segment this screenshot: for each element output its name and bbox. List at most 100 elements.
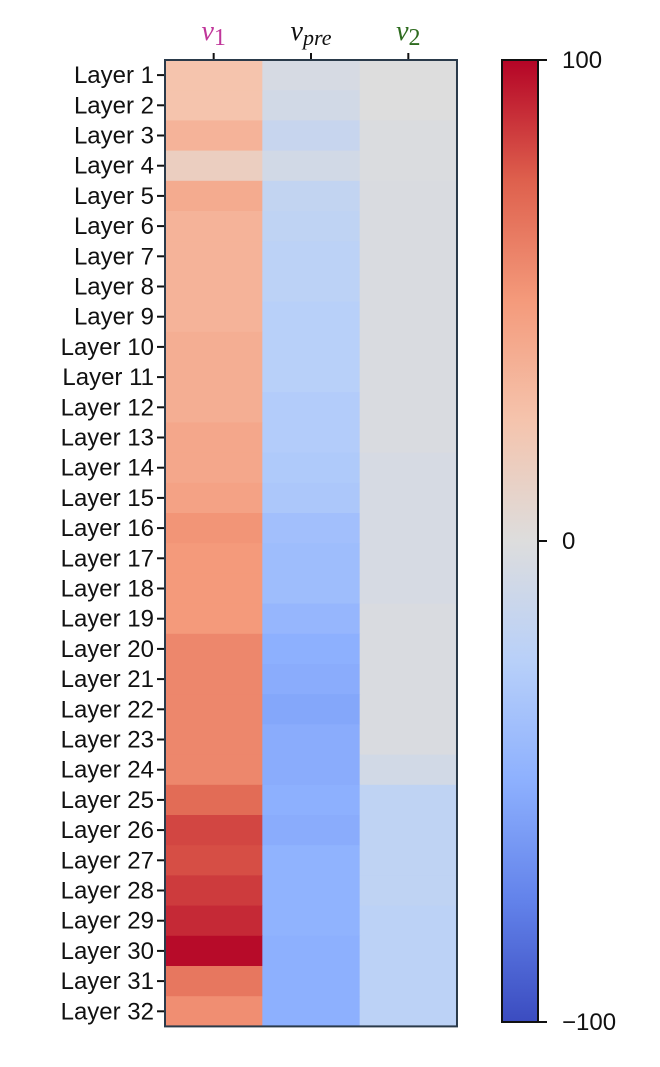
heatmap-cell [359, 573, 458, 605]
heatmap-cell [359, 271, 458, 303]
row-label: Layer 16 [61, 515, 154, 542]
heatmap-cell [165, 905, 263, 937]
row-label: Layer 27 [61, 847, 154, 874]
heatmap-cell [165, 211, 263, 242]
row-label: Layer 15 [61, 485, 154, 512]
heatmap-cells [165, 60, 458, 1027]
column-label: v1 [201, 16, 225, 51]
row-label: Layer 20 [61, 636, 154, 663]
colorbar-ticks: 100 0 −100 [538, 47, 616, 1036]
row-label: Layer 6 [74, 213, 154, 240]
heatmap-cell [262, 241, 361, 272]
row-label: Layer 28 [61, 878, 154, 905]
heatmap-cell [262, 482, 361, 514]
row-label: Layer 7 [74, 243, 154, 270]
heatmap-cell [262, 966, 361, 997]
heatmap-cell [359, 543, 458, 574]
heatmap-cell [262, 392, 361, 423]
colorbar-tick-label: 100 [562, 47, 602, 74]
column-label: vpre [291, 16, 332, 50]
row-label: Layer 2 [74, 92, 154, 119]
heatmap-cell [359, 664, 458, 695]
heatmap-cell [262, 754, 361, 786]
heatmap-cell [262, 875, 361, 907]
heatmap-cell [359, 633, 458, 665]
heatmap-cell [359, 905, 458, 937]
heatmap-cell [262, 211, 361, 242]
row-label: Layer 11 [62, 364, 154, 391]
heatmap-cell [165, 392, 263, 423]
heatmap-cell [359, 784, 458, 816]
row-label: Layer 32 [61, 998, 154, 1025]
heatmap-cell [262, 905, 361, 937]
heatmap-cell [359, 301, 458, 333]
heatmap-cell [359, 392, 458, 423]
heatmap-cell [359, 513, 458, 544]
row-label: Layer 18 [61, 576, 154, 603]
row-label: Layer 22 [61, 696, 154, 723]
row-label: Layer 17 [61, 545, 154, 572]
row-label: Layer 30 [61, 938, 154, 965]
heatmap-cell [165, 301, 263, 333]
heatmap-cell [262, 60, 361, 91]
heatmap-cell [359, 60, 458, 91]
heatmap-cell [262, 935, 361, 967]
heatmap-cell [359, 452, 458, 484]
row-label: Layer 5 [74, 183, 154, 210]
heatmap-cell [165, 875, 263, 907]
row-label: Layer 1 [74, 62, 154, 89]
heatmap-cell [165, 664, 263, 695]
heatmap-cell [165, 694, 263, 725]
heatmap-cell [359, 241, 458, 272]
heatmap-cell [165, 845, 263, 876]
heatmap-cell [165, 996, 263, 1027]
heatmap-cell [262, 996, 361, 1027]
row-label: Layer 10 [61, 334, 154, 361]
row-label: Layer 19 [61, 606, 154, 633]
heatmap-frame [164, 59, 458, 1028]
heatmap-cell [165, 150, 263, 182]
heatmap-cell [262, 784, 361, 816]
heatmap-cell [359, 966, 458, 997]
heatmap-cell [262, 513, 361, 544]
heatmap-cell [262, 694, 361, 725]
heatmap-cell [359, 724, 458, 756]
heatmap-cell [262, 422, 361, 454]
heatmap-cell [359, 694, 458, 725]
row-label: Layer 21 [61, 666, 154, 693]
heatmap-cell [359, 845, 458, 876]
heatmap-cell [165, 362, 263, 393]
row-label: Layer 8 [74, 274, 154, 301]
row-label: Layer 9 [74, 304, 154, 331]
row-label: Layer 25 [61, 787, 154, 814]
heatmap-cell [359, 815, 458, 846]
heatmap-cell [165, 784, 263, 816]
heatmap-cell [165, 452, 263, 484]
heatmap-cell [262, 633, 361, 665]
row-label: Layer 13 [61, 425, 154, 452]
row-label: Layer 14 [61, 455, 154, 482]
row-label: Layer 29 [61, 908, 154, 935]
heatmap-cell [165, 543, 263, 574]
heatmap-cell [165, 633, 263, 665]
heatmap-cell [165, 482, 263, 514]
heatmap-cell [262, 120, 361, 152]
heatmap-cell [359, 875, 458, 907]
heatmap-cell [359, 331, 458, 363]
heatmap-cell [359, 90, 458, 121]
heatmap-cell [359, 935, 458, 967]
row-label: Layer 4 [74, 153, 154, 180]
heatmap-cell [165, 331, 263, 363]
heatmap-cell [359, 996, 458, 1027]
row-label: Layer 12 [61, 394, 154, 421]
heatmap-cell [359, 362, 458, 393]
heatmap-cell [262, 815, 361, 846]
row-label: Layer 23 [61, 727, 154, 754]
heatmap-cell [165, 513, 263, 544]
heatmap-cell [262, 724, 361, 756]
heatmap-cell [165, 603, 263, 635]
heatmap-cell [165, 90, 263, 121]
heatmap-cell [359, 150, 458, 182]
colorbar [501, 59, 539, 1023]
